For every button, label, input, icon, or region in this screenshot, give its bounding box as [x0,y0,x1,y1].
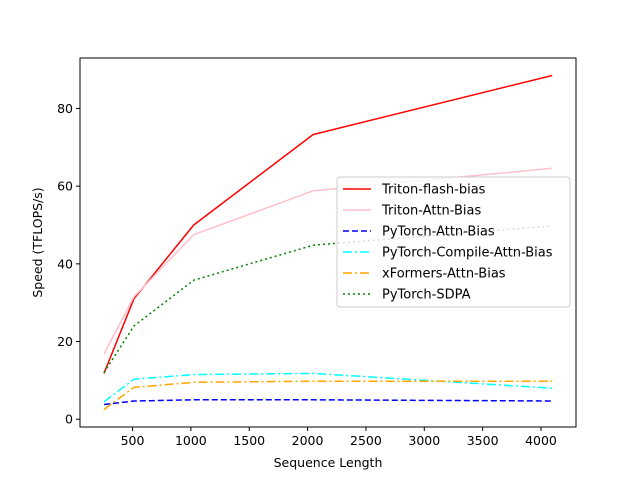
y-axis-title: Speed (TFLOPS/s) [30,187,45,297]
legend-label: xFormers-Attn-Bias [382,267,506,282]
legend-label: Triton-flash-bias [381,183,486,198]
series-line-pytorch-attn-bias [103,399,553,406]
legend: Triton-flash-bias Triton-Attn-Bias PyTorch… [336,176,571,308]
x-tick-label: 2500 [350,433,382,448]
y-tick-label: 0 [65,412,73,427]
y-tick-label: 20 [57,334,73,349]
legend-label: PyTorch-Attn-Bias [382,225,495,240]
x-tick-label: 3500 [467,433,499,448]
x-tick-label: 3000 [408,433,440,448]
legend-label: Triton-Attn-Bias [381,204,482,219]
series-line-pytorch-compile-attn-bias [103,372,553,403]
x-tick-label: 500 [121,433,145,448]
legend-label: PyTorch-SDPA [382,288,471,303]
x-tick-label: 1000 [175,433,207,448]
x-tick-label: 1500 [233,433,265,448]
legend-box [336,176,571,308]
legend-label: PyTorch-Compile-Attn-Bias [382,246,553,261]
series-line-triton-flash-bias [103,74,553,374]
series-line-xformers-attn-bias [103,380,553,411]
x-axis: 500 1000 1500 2000 2500 3000 3500 4000 [121,427,557,448]
x-tick-label: 2000 [292,433,324,448]
y-axis: 0 20 40 60 80 [57,101,80,427]
y-tick-label: 60 [57,179,73,194]
plot-frame [79,57,577,428]
x-tick-label: 4000 [525,433,557,448]
x-axis-title: Sequence Length [274,455,383,470]
y-tick-label: 80 [57,101,73,116]
y-tick-label: 40 [57,256,73,271]
